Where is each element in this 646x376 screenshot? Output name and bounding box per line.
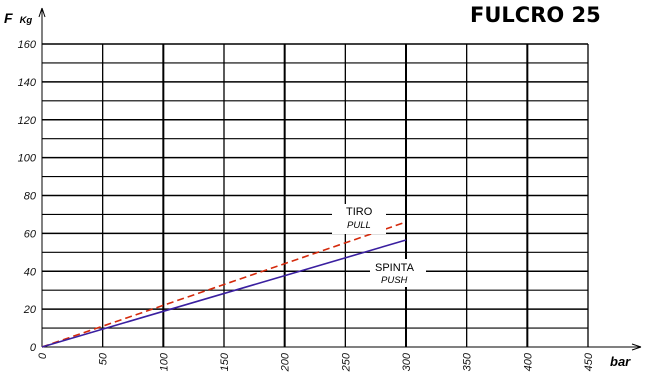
axes bbox=[38, 7, 642, 351]
y-axis-label-unit: Kg bbox=[20, 15, 33, 26]
annotation-pull-sublabel: PULL bbox=[347, 220, 371, 231]
y-tick-label: 100 bbox=[18, 153, 37, 165]
annotation-push: SPINTA PUSH bbox=[370, 259, 426, 287]
annotation-push-bg bbox=[370, 259, 426, 287]
y-tick-label: 40 bbox=[24, 266, 37, 278]
annotation-push-sublabel: PUSH bbox=[381, 275, 408, 286]
chart-title: FULCRO 25 bbox=[470, 3, 601, 27]
x-tick-label: 100 bbox=[158, 352, 170, 371]
y-tick-label: 80 bbox=[24, 191, 37, 203]
x-tick-label: 350 bbox=[462, 352, 474, 371]
tick-labels: 0 20 40 60 80 100 120 140 160 0 50 100 150 200 250 300 3… bbox=[18, 39, 595, 372]
x-tick-label: 50 bbox=[98, 352, 110, 365]
grid bbox=[42, 43, 589, 347]
x-tick-label: 0 bbox=[37, 352, 49, 359]
annotation-pull-label: TIRO bbox=[346, 206, 373, 218]
y-tick-label: 140 bbox=[18, 77, 37, 89]
y-axis-label: F Kg bbox=[4, 10, 32, 27]
y-tick-label: 120 bbox=[18, 115, 37, 127]
annotation-pull-bg bbox=[332, 204, 386, 234]
x-tick-label: 150 bbox=[219, 352, 231, 371]
annotation-pull: TIRO PULL bbox=[332, 204, 386, 234]
y-tick-label: 0 bbox=[30, 342, 37, 354]
series-line-spinta bbox=[41, 239, 407, 348]
y-tick-label: 160 bbox=[18, 39, 37, 51]
series-layer bbox=[41, 221, 407, 348]
x-tick-label: 300 bbox=[401, 352, 413, 371]
x-tick-label: 250 bbox=[340, 352, 352, 372]
y-tick-label: 60 bbox=[24, 228, 37, 240]
annotation-push-label: SPINTA bbox=[375, 262, 415, 274]
x-tick-label: 450 bbox=[583, 352, 595, 371]
x-tick-label: 400 bbox=[522, 352, 534, 371]
x-axis-label: bar bbox=[610, 354, 631, 369]
y-axis-label-main: F bbox=[4, 10, 13, 26]
y-tick-label: 20 bbox=[23, 304, 37, 316]
x-tick-label: 200 bbox=[280, 352, 292, 372]
y-axis-arrow bbox=[38, 7, 46, 18]
series-line-tiro bbox=[41, 221, 407, 348]
x-axis-arrow bbox=[631, 343, 642, 351]
